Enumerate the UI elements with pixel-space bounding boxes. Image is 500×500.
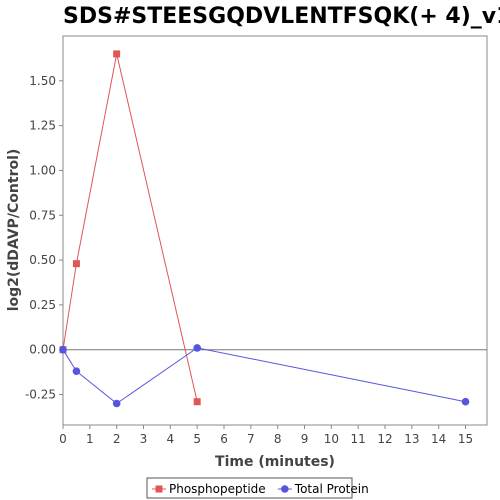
data-point-total-protein [59,345,67,354]
y-tick-label: 1.00 [29,163,56,177]
data-point-phosphopeptide [193,398,201,406]
x-tick-label: 10 [324,432,339,446]
x-tick-label: 7 [247,432,255,446]
x-tick-label: 13 [404,432,419,446]
plot-area [62,35,488,426]
x-tick-label: 3 [140,432,148,446]
legend-marker-total-protein [281,485,289,493]
y-tick-label: 1.25 [29,119,56,133]
legend-label-total-protein: Total Protein [294,482,369,496]
legend-label-phosphopeptide: Phosphopeptide [169,482,266,496]
x-tick-label: 11 [351,432,366,446]
y-tick-label: -0.25 [25,388,56,402]
x-tick-label: 4 [167,432,175,446]
y-tick-label: 0.75 [29,208,56,222]
x-tick-label: 8 [274,432,282,446]
y-tick-label: 0.50 [29,253,56,267]
data-point-phosphopeptide [113,50,121,58]
y-tick-label: 1.50 [29,74,56,88]
data-point-total-protein [461,397,470,406]
x-tick-label: 1 [86,432,94,446]
data-point-phosphopeptide [72,260,80,268]
chart-title: SDS#STEESGQDVLENTFSQK(+ 4)_v1 [63,4,500,29]
legend-marker-phosphopeptide [155,485,163,493]
x-tick-label: 0 [59,432,67,446]
y-tick-label: 0.25 [29,298,56,312]
data-point-total-protein [72,367,81,376]
x-tick-label: 5 [193,432,201,446]
x-tick-label: 9 [301,432,309,446]
x-tick-label: 6 [220,432,228,446]
series-line-phosphopeptide [62,53,198,402]
x-tick-label: 14 [431,432,446,446]
y-axis-label: log2(dDAVP/Control) [6,149,22,312]
x-tick-label: 2 [113,432,121,446]
legend-box [146,477,353,499]
x-tick-label: 15 [458,432,473,446]
data-point-total-protein [112,399,121,408]
x-axis-label: Time (minutes) [215,454,335,470]
x-tick-label: 12 [377,432,392,446]
data-point-total-protein [193,344,201,352]
y-tick-label: 0.00 [29,343,56,357]
legend: Phosphopeptide Total Protein [146,477,369,499]
